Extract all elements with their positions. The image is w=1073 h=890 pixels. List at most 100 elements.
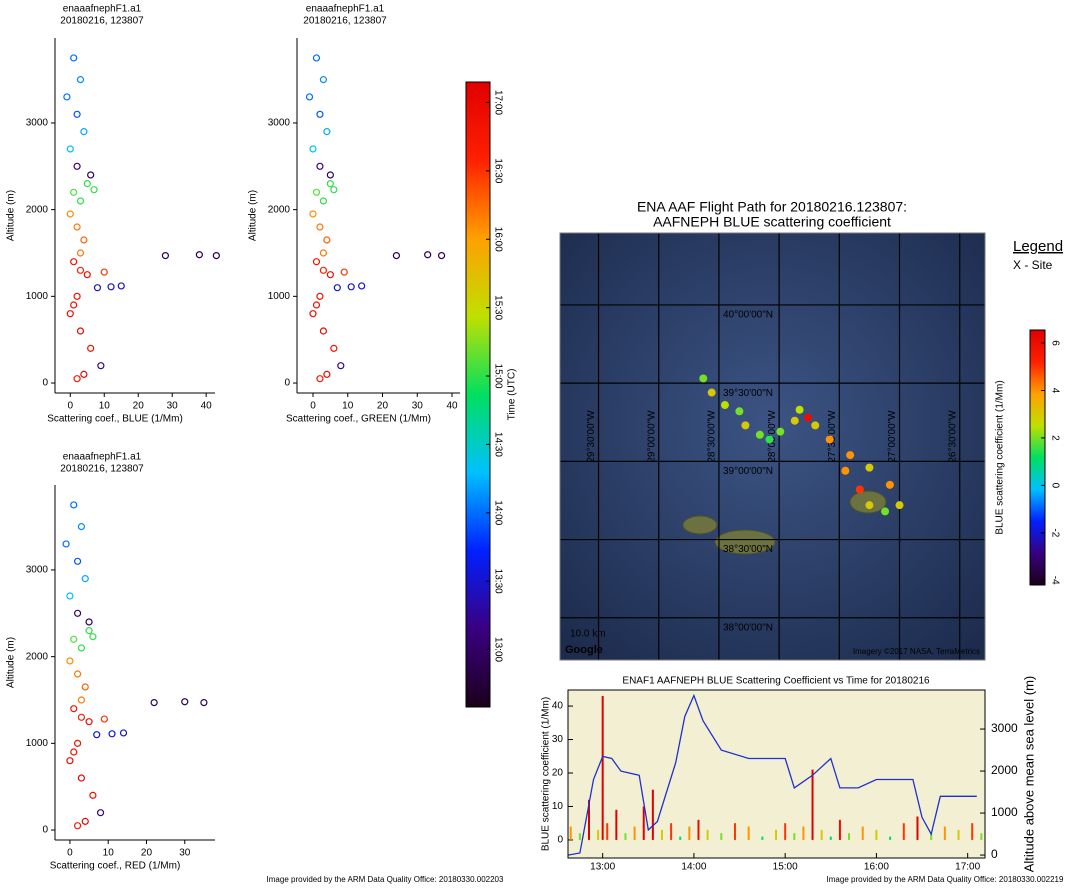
data-point [94,285,100,291]
x-tick-label: 30 [179,848,191,859]
y2-axis-label: Altitude above mean sea level (m) [1021,676,1036,873]
attribution: Imagery ©2017 NASA, TerraMetrics [853,647,980,656]
data-point [307,94,313,100]
data-point [317,224,323,230]
lon-label: 26°30'00"W [947,410,958,463]
y-axis-label: BLUE scattering coefficient (1/Mm) [541,697,552,851]
y-tick-label: 40 [552,701,564,712]
flight-point [796,406,804,414]
flight-point [776,428,784,436]
flight-point [765,435,773,443]
x-tick-label: 30 [167,401,179,412]
data-point [81,371,87,377]
scale-label: 10.0 km [570,629,606,640]
data-point [77,77,83,83]
lat-label: 40°00'00"N [723,310,773,321]
data-point [75,740,81,746]
x-tick-label: 15:00 [773,862,798,873]
data-point [74,376,80,382]
data-point [162,253,168,259]
data-point [108,284,114,290]
data-point [324,237,330,243]
y-tick-label: 0 [284,378,290,389]
colorbar [466,82,490,707]
data-point [84,272,90,278]
y-tick-label: 20 [552,768,564,779]
colorbar-tick-label: 16:00 [492,227,503,252]
colorbar-tick-label: 6 [1049,340,1060,346]
flight-point [886,481,894,489]
lat-label: 38°00'00"N [723,622,773,633]
data-point [213,253,219,259]
data-point [310,311,316,317]
y2-tick-label: 3000 [991,721,1018,735]
y-tick-label: 2000 [268,204,291,215]
data-point [90,634,96,640]
data-point [317,376,323,382]
flight-point [881,507,889,515]
data-point [64,94,70,100]
data-point [91,187,97,193]
page: enaaafnephF1.a120180216, 123807010002000… [0,0,1073,890]
y-axis-label: Altitude (m) [248,190,259,241]
data-point [74,111,80,117]
x-axis-label: Scattering coef., RED (1/Mm) [50,861,181,872]
data-point [77,328,83,334]
data-point [98,363,104,369]
data-point [151,700,157,706]
data-point [348,284,354,290]
data-point [338,363,344,369]
x-tick-label: 30 [412,401,424,412]
lon-label: 27°00'00"W [887,410,898,463]
chart-title: ENAF1 AAFNEPH BLUE Scattering Coefficien… [622,676,930,687]
colorbar-tick-label: -2 [1049,528,1060,537]
y-tick-label: 1000 [26,738,49,749]
colorbar-tick-label: 14:00 [492,500,503,525]
colorbar-tick-label: 14:30 [492,432,503,457]
x-axis-label: Scattering coef., GREEN (1/Mm) [286,414,431,425]
colorbar-tick-label: 13:30 [492,569,503,594]
data-point [86,719,92,725]
footer-note: Image provided by the ARM Data Quality O… [267,875,504,884]
x-tick-label: 20 [133,401,145,412]
data-point [425,252,431,258]
flight-point [699,374,707,382]
lon-label: 29°30'00"W [586,410,597,463]
x-tick-label: 16:00 [864,862,889,873]
flight-point [804,414,812,422]
x-tick-label: 40 [201,401,213,412]
colorbar-tick-label: 13:00 [492,637,503,662]
legend-title: Legend [1013,238,1063,255]
data-point [317,111,323,117]
data-point [67,658,73,664]
flight-point [721,401,729,409]
x-tick-label: 13:00 [590,862,615,873]
data-point [317,293,323,299]
data-point [71,259,77,265]
island [683,516,717,534]
data-point [71,189,77,195]
colorbar-tick-label: -4 [1049,576,1060,585]
x-tick-label: 0 [310,401,316,412]
y-tick-label: 0 [557,835,563,846]
data-point [327,181,333,187]
y-tick-label: 10 [552,801,564,812]
y2-tick-label: 0 [991,847,998,861]
data-point [67,593,73,599]
flight-point [741,421,749,429]
data-point [67,146,73,152]
x-tick-label: 14:00 [681,862,706,873]
colorbar-tick-label: 17:00 [492,90,503,115]
colorbar-tick-label: 16:30 [492,158,503,183]
data-point [313,55,319,61]
x-axis-label: Scattering coef., BLUE (1/Mm) [47,414,183,425]
data-point [327,272,333,278]
data-point [327,172,333,178]
y-tick-label: 0 [42,378,48,389]
y2-tick-label: 1000 [991,805,1018,819]
data-point [320,267,326,273]
data-point [74,293,80,299]
y2-tick-label: 2000 [991,763,1018,777]
data-point [77,198,83,204]
data-point [88,345,94,351]
